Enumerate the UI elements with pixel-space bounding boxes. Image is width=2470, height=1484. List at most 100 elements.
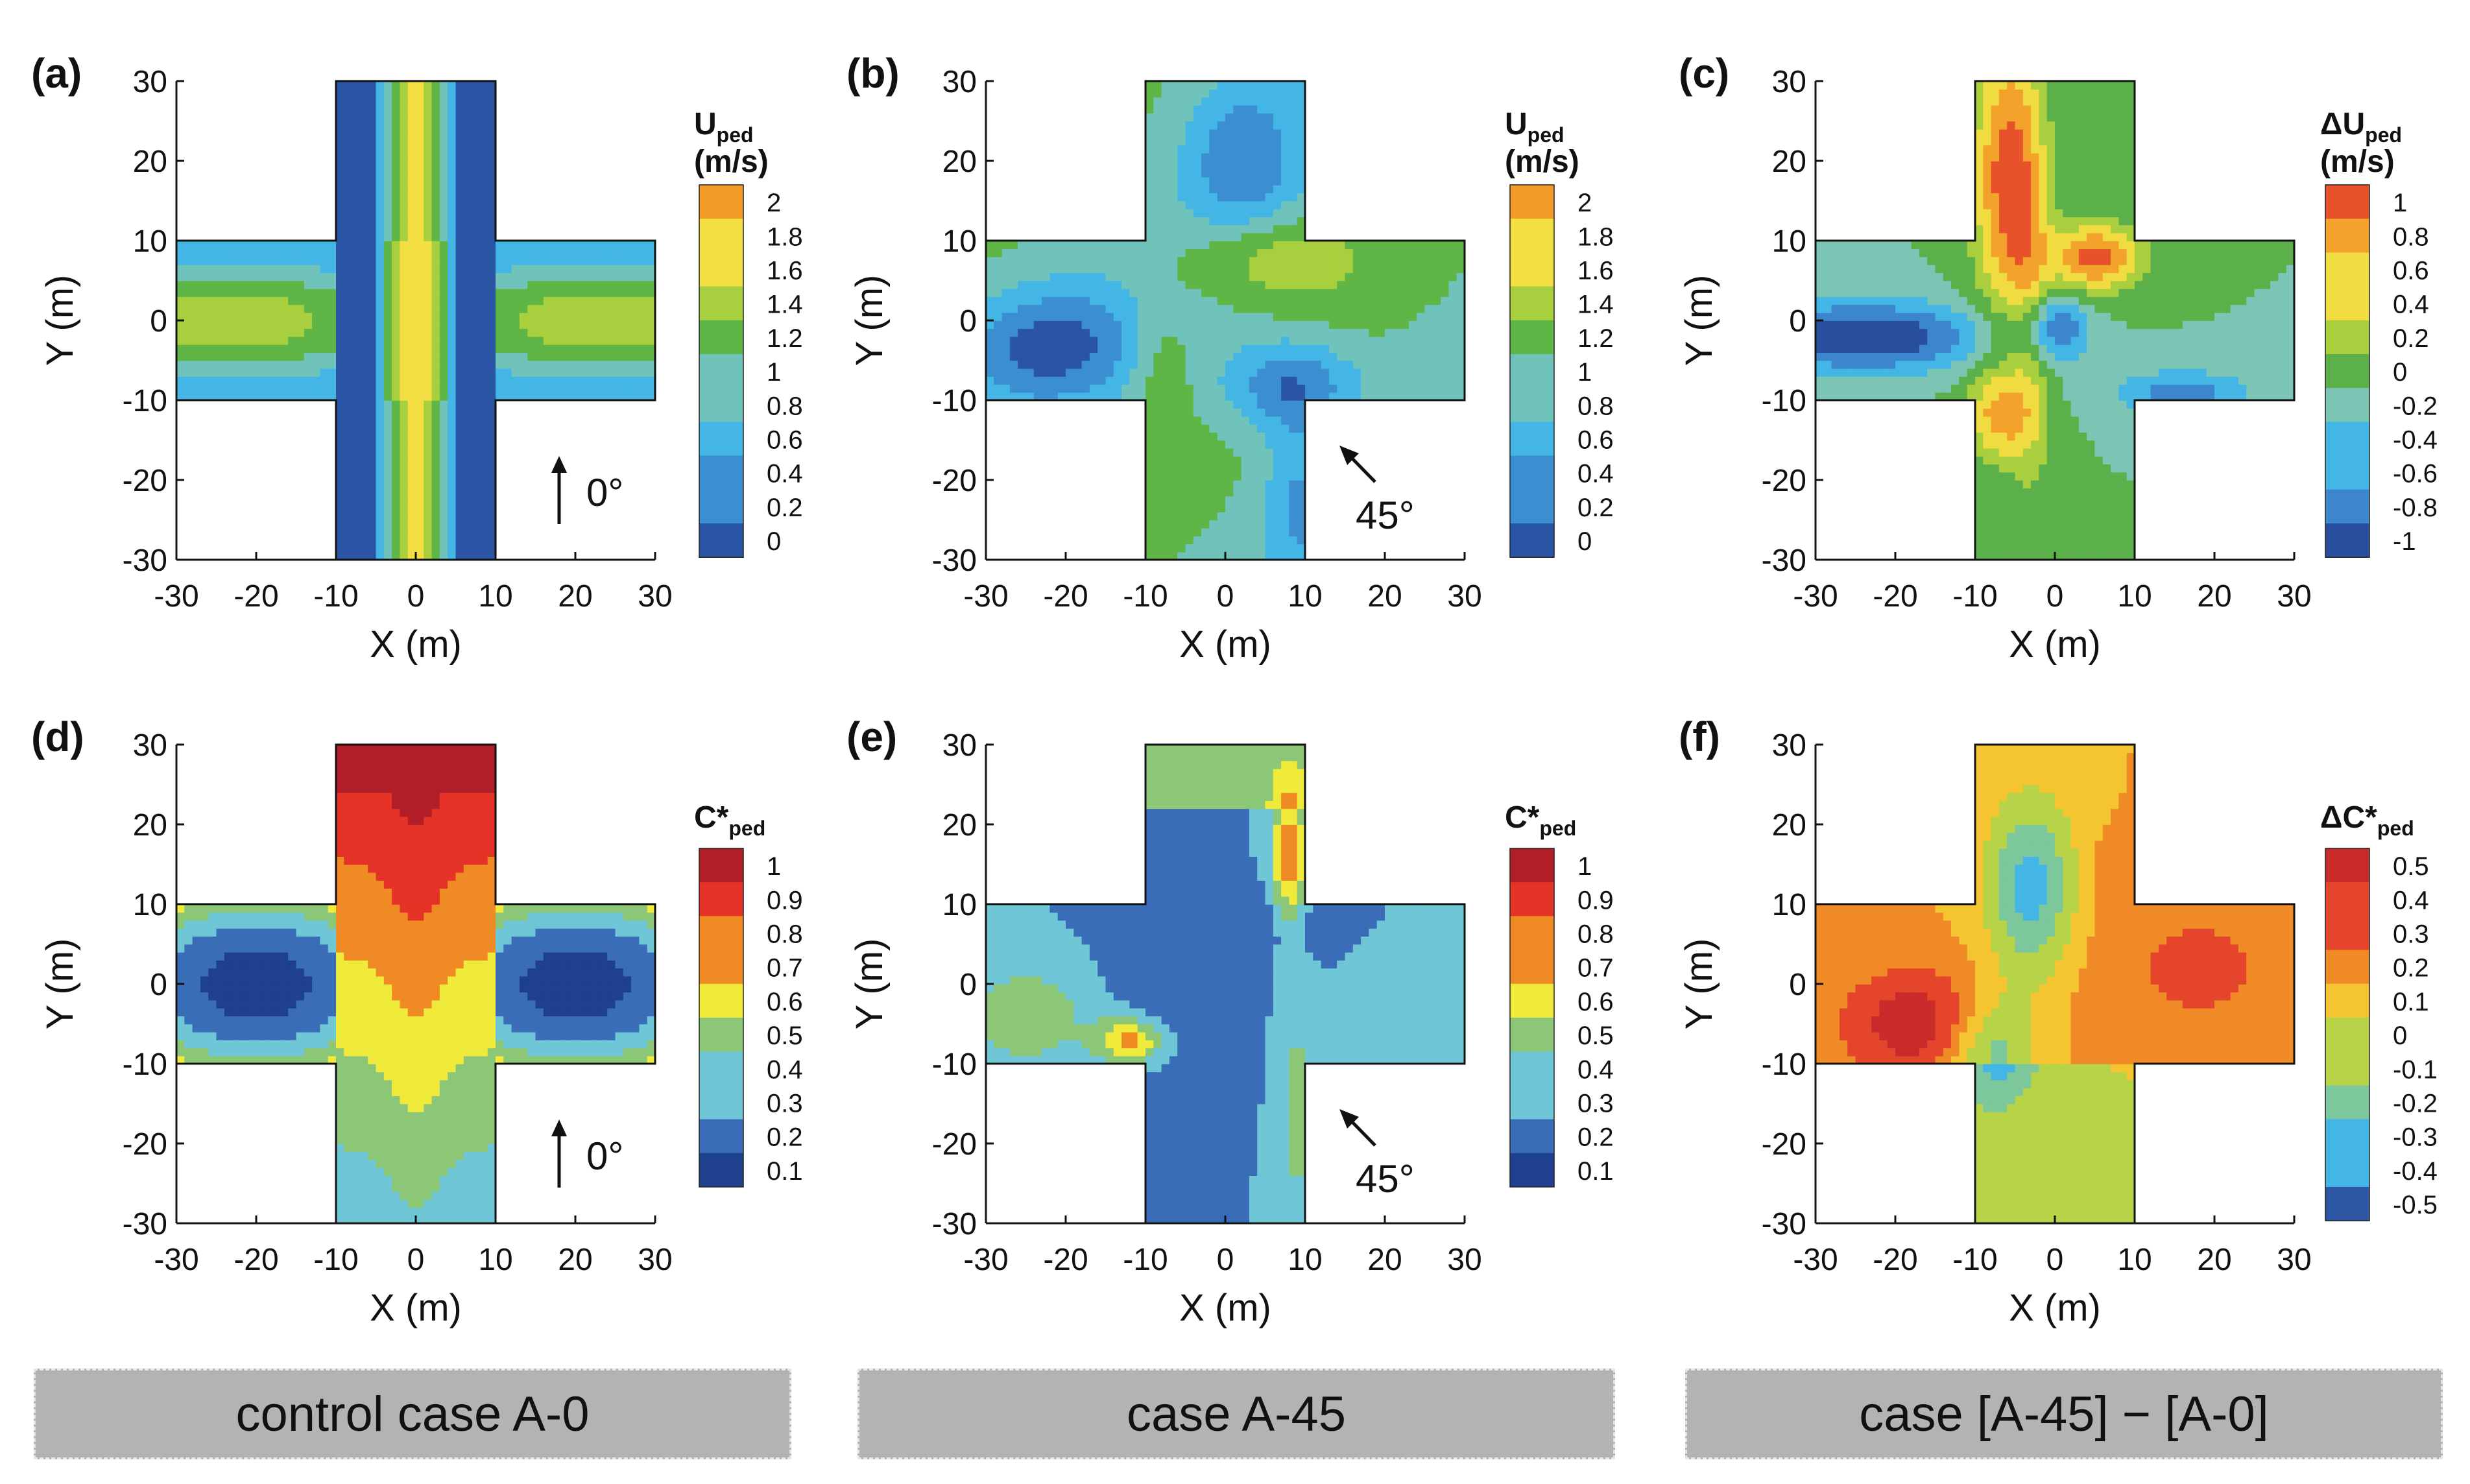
colorbar-level-label: 2 — [1577, 189, 1592, 217]
x-tick-label: 30 — [2277, 1243, 2311, 1277]
colorbar-swatch — [1510, 916, 1554, 951]
field-d — [176, 745, 656, 1224]
colorbar-swatch — [2325, 1018, 2369, 1052]
x-tick-label: -30 — [154, 1243, 198, 1277]
colorbar-level-label: 0 — [2393, 358, 2407, 387]
colorbar-title-subscript: ped — [1528, 123, 1565, 147]
colorbar-frame — [699, 848, 744, 1188]
colorbar-level-label: 0.1 — [2393, 988, 2429, 1016]
y-tick-label: 0 — [150, 304, 167, 339]
colorbar-swatch — [1510, 882, 1554, 916]
x-tick-label: 10 — [2117, 579, 2152, 614]
colorbar-level-label: 0.9 — [767, 886, 803, 915]
colorbar-swatch — [699, 1018, 743, 1052]
field-e — [986, 745, 1465, 1224]
colorbar-level-label: 0.4 — [2393, 886, 2429, 915]
colorbar-level-label: -0.1 — [2393, 1055, 2438, 1084]
footer-label-a45: case A-45 — [857, 1369, 1615, 1459]
panel-d: -30 -20 -10 0 10 20 30 30 20 10 0 -10 -20 -30 X (m) Y (… — [31, 713, 803, 1329]
colorbar-swatch — [1510, 219, 1554, 253]
x-tick-label: 0 — [407, 579, 425, 614]
colorbar-level-label: 0.6 — [767, 988, 803, 1016]
colorbar-swatch — [1510, 388, 1554, 422]
x-tick-label: 30 — [2277, 579, 2311, 614]
wind-angle-label: 0° — [586, 1134, 623, 1178]
x-tick-label: -10 — [313, 1243, 358, 1277]
colorbar-level-label: 0.4 — [767, 1055, 803, 1084]
colorbar-swatch — [2325, 455, 2369, 490]
footer-label-a0: control case A-0 — [34, 1369, 791, 1459]
colorbar-swatch — [1510, 983, 1554, 1018]
y-tick-label: -10 — [1762, 1047, 1806, 1082]
colorbar-title: ΔUped — [2320, 107, 2402, 147]
colorbar-swatch — [2325, 388, 2369, 422]
colorbar-a: Uped(m/s) 2 1.8 1.6 1.4 1.2 1 0.8 0.6 0.4 0.2 0 — [694, 107, 803, 558]
colorbar-level-label: -0.6 — [2393, 460, 2438, 488]
x-axis-title: X (m) — [1179, 1287, 1271, 1329]
y-tick-label: 30 — [133, 728, 167, 763]
x-tick-label: -10 — [1123, 1243, 1168, 1277]
colorbar-title-subscript: ped — [728, 817, 765, 840]
panel-label: (f) — [1679, 713, 1720, 760]
field-c — [1816, 81, 2295, 560]
colorbar-level-label: 0.4 — [1577, 460, 1614, 488]
colorbar-level-label: -0.8 — [2393, 494, 2438, 522]
colorbar-swatch — [1510, 1051, 1554, 1086]
wind-arrow-head — [1339, 1109, 1359, 1129]
colorbar-swatch — [1510, 1018, 1554, 1052]
y-tick-label: 20 — [1772, 145, 1806, 179]
panel-label: (b) — [846, 50, 900, 97]
colorbar-level-label: 0 — [1577, 527, 1592, 556]
colorbar-level-label: 1.6 — [1577, 257, 1614, 285]
x-tick-label: 10 — [1288, 579, 1322, 614]
y-tick-label: -10 — [932, 384, 977, 418]
colorbar-swatch — [1510, 950, 1554, 985]
colorbar-units: (m/s) — [2320, 145, 2395, 179]
y-tick-label: 10 — [1772, 888, 1806, 922]
colorbar-swatch — [1510, 286, 1554, 321]
colorbar-swatch — [699, 286, 743, 321]
x-tick-label: 30 — [638, 1243, 672, 1277]
y-axis-title: Y (m) — [39, 939, 81, 1030]
y-tick-label: -20 — [932, 1127, 977, 1162]
panel-e: -30 -20 -10 0 10 20 30 30 20 10 0 -10 -20 -30 X (m) Y (… — [846, 713, 1614, 1329]
wind-indicator: 45° — [1339, 446, 1415, 537]
y-tick-label: 10 — [133, 224, 167, 259]
colorbar-title: Uped — [1505, 107, 1565, 147]
colorbar-level-label: -0.2 — [2393, 1090, 2438, 1118]
colorbar-swatch — [1510, 489, 1554, 524]
colorbar-swatch — [1510, 1119, 1554, 1154]
colorbar-level-label: 0.5 — [1577, 1022, 1614, 1050]
colorbar-level-label: 0.1 — [1577, 1157, 1614, 1186]
x-tick-label: 20 — [2197, 1243, 2231, 1277]
panel-label: (e) — [846, 713, 897, 760]
colorbar-swatch — [699, 916, 743, 951]
x-tick-label: -10 — [1123, 579, 1168, 614]
y-axis-title: Y (m) — [1678, 939, 1720, 1030]
colorbar-title: ΔC*ped — [2320, 800, 2414, 840]
colorbar-frame — [2325, 184, 2370, 558]
wind-angle-label: 0° — [586, 471, 623, 514]
y-tick-label: -30 — [1762, 544, 1806, 578]
colorbar-f: ΔC*ped 0.5 0.4 0.3 0.2 0.1 0 -0.1 -0.2 -0.3 -0.4 -0… — [2320, 800, 2438, 1221]
colorbar-swatch — [699, 1119, 743, 1154]
colorbar-swatch — [2325, 916, 2369, 951]
colorbar-level-label: -0.5 — [2393, 1191, 2438, 1219]
y-tick-label: 20 — [133, 145, 167, 179]
wind-indicator: 0° — [551, 456, 623, 524]
colorbar-level-label: 0.5 — [767, 1022, 803, 1050]
colorbar-level-label: 1 — [767, 852, 781, 881]
colorbar-level-label: 1.8 — [767, 222, 803, 251]
colorbar-level-label: -0.3 — [2393, 1123, 2438, 1152]
colorbar-title: C*ped — [694, 800, 765, 840]
colorbar-swatch — [2325, 848, 2369, 883]
y-axis-title: Y (m) — [848, 275, 891, 366]
wind-indicator: 45° — [1339, 1109, 1415, 1201]
colorbar-swatch — [1510, 455, 1554, 490]
x-tick-label: -30 — [154, 579, 198, 614]
colorbar-swatch — [699, 983, 743, 1018]
y-tick-label: 10 — [1772, 224, 1806, 259]
colorbar-level-label: -0.4 — [2393, 1157, 2438, 1186]
colorbar-level-label: 0.3 — [767, 1090, 803, 1118]
